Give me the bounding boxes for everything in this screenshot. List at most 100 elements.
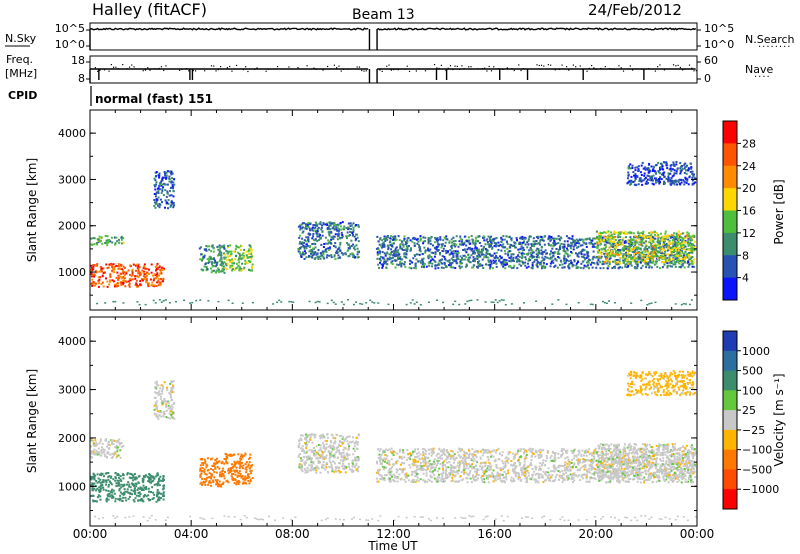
data-cell [665, 237, 667, 240]
data-cell [550, 236, 553, 238]
data-cell [135, 263, 138, 266]
data-cell [278, 299, 281, 302]
data-cell [354, 248, 357, 251]
data-cell [126, 472, 129, 475]
data-cell [659, 237, 662, 240]
data-cell [482, 253, 485, 256]
nave-dot [142, 70, 144, 72]
data-cell [189, 302, 192, 304]
data-cell [545, 263, 548, 266]
data-cell [669, 250, 672, 253]
data-cell [450, 257, 453, 260]
data-cell [332, 444, 335, 447]
data-cell [625, 259, 628, 262]
nave-dot [326, 65, 329, 68]
data-cell [105, 239, 108, 242]
data-cell [497, 241, 500, 244]
data-cell [210, 484, 213, 487]
data-cell [627, 181, 630, 184]
data-cell [683, 252, 686, 255]
data-cell [162, 477, 164, 480]
data-cell [477, 253, 480, 256]
data-cell [518, 251, 521, 254]
data-cell [139, 280, 142, 283]
nave-dot [618, 65, 620, 67]
data-cell [683, 248, 685, 251]
data-cell [314, 246, 317, 249]
data-cell [633, 247, 636, 250]
data-cell [552, 242, 555, 245]
data-cell [612, 236, 614, 238]
data-cell [631, 167, 634, 169]
data-cell [162, 186, 165, 189]
data-cell [240, 475, 243, 478]
data-cell [672, 254, 675, 257]
data-cell [346, 231, 349, 234]
data-cell [544, 255, 547, 258]
data-cell [214, 265, 217, 268]
data-cell [551, 303, 554, 305]
data-cell [111, 264, 114, 267]
data-cell [218, 480, 221, 483]
data-cell [222, 467, 225, 470]
data-cell [653, 246, 656, 249]
data-cell [107, 475, 110, 478]
data-cell [638, 177, 641, 180]
data-cell [247, 473, 250, 476]
data-cell [578, 251, 581, 254]
data-cell [394, 235, 397, 238]
data-cell [635, 239, 638, 242]
data-cell [150, 491, 152, 493]
data-cell [241, 302, 244, 304]
data-cell [98, 451, 100, 454]
data-cell [419, 239, 422, 242]
data-cell [117, 479, 120, 482]
data-cell [635, 235, 638, 238]
data-cell [459, 261, 462, 263]
data-cell [605, 259, 608, 262]
data-cell [141, 499, 144, 502]
data-cell [134, 284, 137, 286]
data-cell [460, 243, 463, 246]
data-cell [215, 461, 218, 464]
data-cell [467, 258, 470, 261]
data-cell [686, 164, 688, 167]
data-cell [167, 416, 170, 419]
data-cell [683, 240, 686, 243]
data-cell [211, 269, 214, 272]
data-cell [634, 177, 637, 180]
data-cell [447, 260, 450, 263]
data-cell [567, 243, 570, 246]
data-cell [337, 254, 340, 257]
data-cell [675, 238, 678, 241]
data-cell [454, 300, 457, 303]
data-cell [306, 224, 309, 227]
data-cell [562, 243, 565, 246]
data-cell [333, 227, 336, 230]
data-cell [437, 267, 440, 269]
data-cell [625, 241, 628, 244]
data-cell [236, 460, 239, 463]
data-cell [168, 194, 171, 197]
data-cell [689, 251, 692, 254]
data-cell [203, 461, 206, 464]
data-cell [487, 243, 490, 246]
data-cell [236, 246, 239, 249]
data-cell [158, 411, 161, 414]
data-cell [690, 166, 693, 169]
data-cell [607, 255, 610, 258]
data-cell [502, 243, 505, 246]
data-cell [232, 473, 235, 475]
nave-dot [204, 70, 206, 72]
nave-dot [506, 67, 509, 69]
data-cell [558, 252, 561, 255]
data-cell [143, 278, 146, 280]
range-tick-label: 1000 [58, 266, 86, 279]
data-cell [171, 181, 174, 184]
data-cell [127, 497, 130, 500]
data-cell [495, 242, 498, 245]
data-cell [650, 238, 653, 241]
data-cell [118, 438, 121, 441]
data-cell [647, 256, 650, 259]
data-cell [646, 174, 649, 177]
